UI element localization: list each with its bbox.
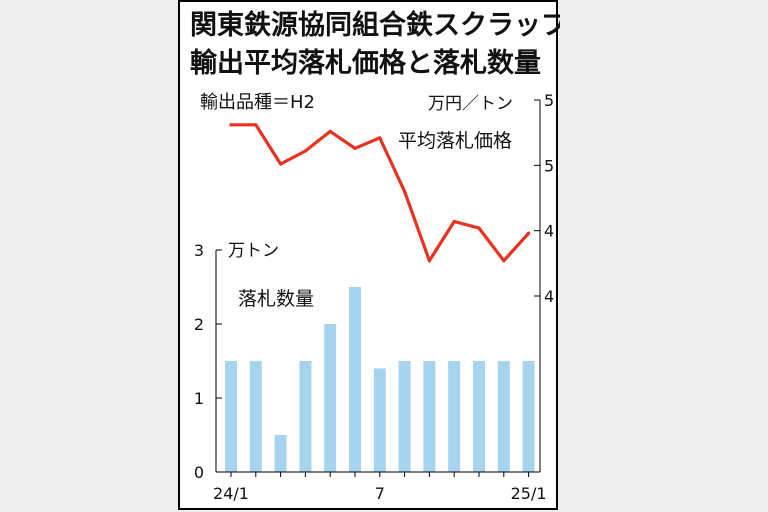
bar-series — [225, 287, 535, 472]
price-point-25/1 — [527, 231, 531, 235]
x-tick-label-7: 7 — [375, 484, 385, 503]
bar-24/8 — [398, 361, 411, 472]
price-point-24/8 — [403, 189, 407, 194]
bar-24/7 — [373, 368, 386, 472]
price-point-24/2 — [254, 123, 258, 127]
chart: 関東鉄源協同組合鉄スクラップ 輸出平均落札価格と落札数量 輸出品種＝H2 万円／… — [190, 9, 560, 503]
line-y-tick-label-4.0: 4.0 — [544, 287, 560, 306]
chart-panel: 関東鉄源協同組合鉄スクラップ 輸出平均落札価格と落札数量 輸出品種＝H2 万円／… — [178, 0, 560, 510]
bar-axis-unit: 万トン — [228, 241, 279, 261]
bar-24/11 — [473, 361, 485, 472]
bar-24/5 — [324, 324, 337, 472]
price-point-24/3 — [279, 162, 283, 166]
bar-24/4 — [299, 361, 312, 472]
bar-24/1 — [225, 361, 237, 472]
price-point-24/1 — [229, 123, 233, 127]
chart-title-line-1: 関東鉄源協同組合鉄スクラップ — [190, 9, 560, 41]
line-series-label: 平均落札価格 — [398, 130, 512, 152]
price-point-24/7 — [378, 136, 382, 140]
axes — [215, 99, 541, 477]
bar-y-tick-label-3: 3 — [194, 241, 204, 260]
bar-y-tick-label-0: 0 — [194, 463, 204, 482]
line-y-tick-label-5.0: 5.0 — [544, 156, 560, 175]
price-point-24/12 — [502, 259, 506, 263]
line-axis-unit: 万円／トン — [428, 94, 513, 114]
price-point-24/11 — [477, 226, 481, 230]
price-point-24/6 — [353, 146, 357, 150]
bar-y-tick-label-2: 2 — [194, 315, 204, 334]
chart-title-line-2: 輸出平均落札価格と落札数量 — [190, 47, 541, 79]
bar-24/6 — [349, 287, 361, 472]
bar-24/9 — [423, 361, 436, 472]
line-y-tick-label-4.5: 4.5 — [544, 222, 560, 241]
bar-24/10 — [448, 361, 461, 472]
x-tick-label-25/1: 25/1 — [511, 484, 547, 503]
price-point-24/4 — [303, 149, 307, 153]
chart-subtitle: 輸出品種＝H2 — [200, 92, 315, 113]
bar-24/12 — [497, 361, 510, 472]
bar-y-tick-label-1: 1 — [194, 389, 204, 408]
line-series — [229, 123, 531, 263]
bar-25/1 — [522, 361, 535, 472]
tick-labels: 0 1 2 3 4.0 4.5 5.0 5.5 24/1 7 25/1 — [194, 91, 560, 503]
bar-24/2 — [249, 361, 262, 472]
line-y-tick-label-5.5: 5.5 — [544, 91, 560, 110]
bar-24/3 — [274, 435, 287, 472]
x-tick-label-24/1: 24/1 — [213, 484, 249, 503]
price-point-24/10 — [452, 219, 456, 224]
price-point-24/9 — [427, 259, 431, 263]
price-point-24/5 — [328, 129, 332, 133]
bar-series-label: 落札数量 — [238, 288, 314, 310]
